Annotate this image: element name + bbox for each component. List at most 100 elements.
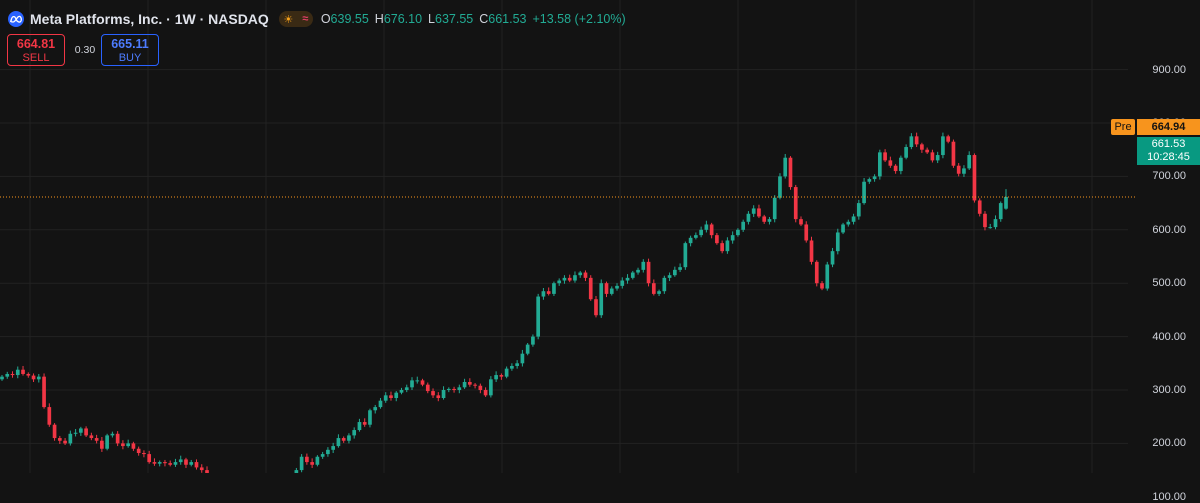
candle-body <box>825 264 830 289</box>
candle-body <box>341 438 346 441</box>
candle-body <box>436 395 441 399</box>
candle-body <box>21 369 25 374</box>
candle-body <box>725 240 730 252</box>
sell-label: SELL <box>22 52 50 64</box>
market-status-indicator[interactable]: ☀ ≈ <box>278 11 313 27</box>
candle-body <box>778 176 782 198</box>
candle-body <box>872 176 877 180</box>
candle-body <box>163 462 167 464</box>
candle-body <box>841 224 845 233</box>
candle-body <box>5 373 10 377</box>
candle-body <box>588 277 593 300</box>
candle-body <box>126 443 130 447</box>
candle-body <box>573 275 577 281</box>
ohlc-open: O639.55 <box>320 12 369 26</box>
candle-body <box>788 157 793 188</box>
candle-body <box>383 395 388 401</box>
candle-body <box>757 208 761 217</box>
candle-body <box>305 456 309 463</box>
candle-body <box>830 251 835 265</box>
candle-body <box>941 136 945 156</box>
candle-body <box>646 261 651 284</box>
candle-body <box>583 272 588 278</box>
candle-body <box>720 243 724 252</box>
candle-body <box>893 165 898 172</box>
candle-body <box>846 221 851 225</box>
candle-body <box>793 187 798 220</box>
candle-body <box>699 229 703 236</box>
candle-body <box>515 363 519 366</box>
candle-body <box>462 381 467 388</box>
premarket-sun-icon: ☀ <box>283 13 294 26</box>
candle-body <box>546 291 551 294</box>
candle-body <box>993 219 998 228</box>
ohlc-close: C661.53 <box>479 12 527 26</box>
candle-body <box>494 375 498 380</box>
candle-body <box>983 213 987 228</box>
candle-body <box>998 203 1003 220</box>
candle-body <box>599 283 604 316</box>
candle-body <box>651 283 656 294</box>
buy-button[interactable]: 665.11 BUY <box>101 34 159 66</box>
candle-body <box>867 179 872 182</box>
candle-body <box>147 454 152 463</box>
candle-body <box>121 443 125 447</box>
candle-body <box>567 277 572 281</box>
candle-body <box>525 344 530 354</box>
candle-body <box>657 291 661 294</box>
sell-button[interactable]: 664.81 SELL <box>7 34 65 66</box>
candle-body <box>636 269 640 273</box>
candle-body <box>909 136 914 148</box>
candle-body <box>783 157 788 177</box>
candle-body <box>951 141 956 166</box>
price-chart[interactable] <box>0 0 1200 473</box>
candle-body <box>835 232 840 252</box>
symbol-title[interactable]: Meta Platforms, Inc. · 1W · NASDAQ <box>30 11 269 27</box>
candle-body <box>552 283 556 294</box>
candle-body <box>956 165 961 174</box>
candle-body <box>683 243 688 268</box>
candle-body <box>862 181 866 204</box>
candle-body <box>10 373 15 376</box>
price-tick-label: 300.00 <box>1152 384 1186 396</box>
candle-body <box>79 428 83 433</box>
candle-body <box>809 240 814 262</box>
candle-body <box>615 285 619 289</box>
buy-price: 665.11 <box>111 37 149 51</box>
candle-body <box>609 288 614 294</box>
candle-body <box>557 280 562 284</box>
candle-body <box>820 283 824 289</box>
candle-body <box>935 155 940 161</box>
candle-body <box>473 384 477 386</box>
candle-body <box>541 291 546 297</box>
candle-body <box>168 463 173 465</box>
sell-price: 664.81 <box>16 37 56 51</box>
candle-body <box>467 381 472 385</box>
candle-body <box>457 387 462 390</box>
candle-body <box>452 388 456 390</box>
candle-body <box>772 197 777 220</box>
candle-body <box>1004 196 1008 209</box>
candle-body <box>620 280 625 286</box>
candle-body <box>856 203 861 217</box>
premarket-label: Pre <box>1111 119 1135 135</box>
candle-body <box>688 237 693 244</box>
candle-body <box>520 353 525 364</box>
candle-body <box>184 459 188 465</box>
spread-value: 0.30 <box>74 44 96 56</box>
candle-body <box>394 392 399 399</box>
candle-body <box>142 453 146 455</box>
candle-body <box>988 227 993 229</box>
data-wave-icon: ≈ <box>302 13 309 25</box>
candle-body <box>378 400 383 408</box>
candle-body <box>320 454 325 457</box>
candle-body <box>357 422 362 431</box>
candle-body <box>762 216 767 222</box>
candle-body <box>326 449 330 455</box>
candle-body <box>205 470 209 473</box>
candle-body <box>152 462 157 464</box>
price-tick-label: 700.00 <box>1152 170 1186 183</box>
candle-body <box>694 235 698 238</box>
candle-body <box>604 283 609 294</box>
candle-body <box>0 376 4 380</box>
